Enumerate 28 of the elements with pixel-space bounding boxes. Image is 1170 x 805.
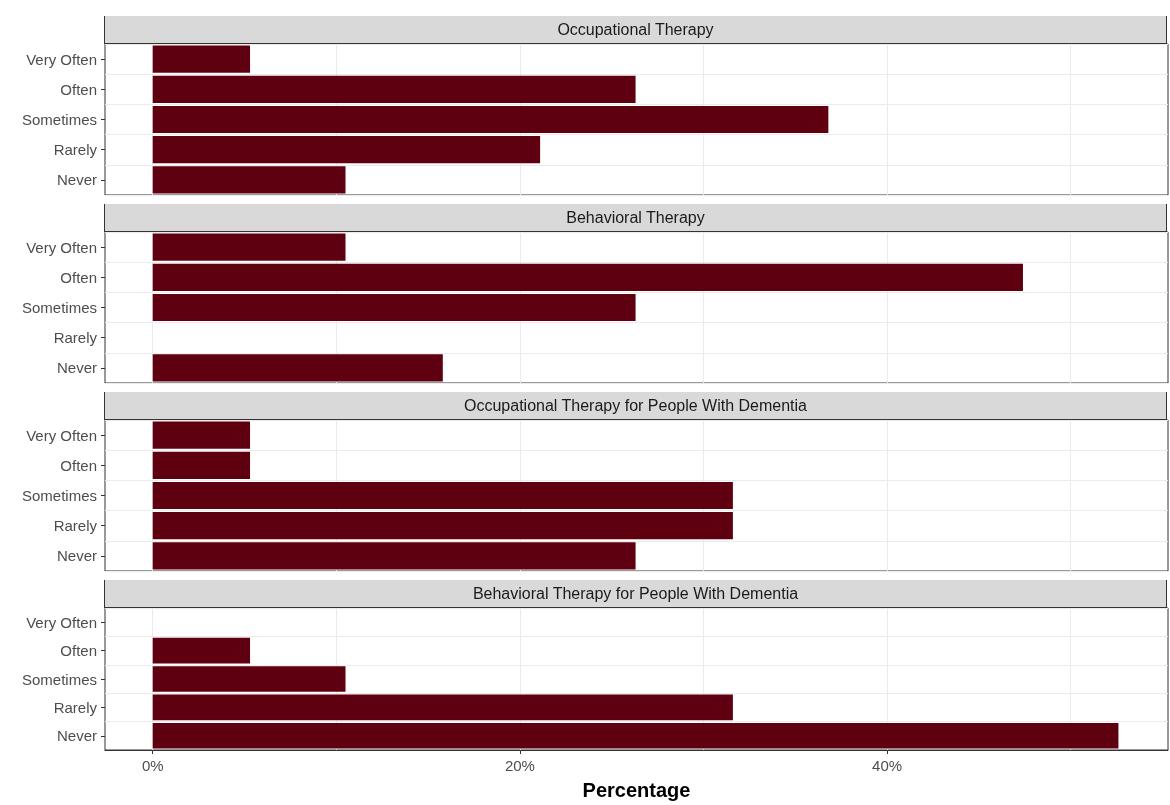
y-tick-label: Often [60, 642, 97, 660]
x-tick-label: 0% [141, 757, 164, 774]
y-tick-label: Never [56, 171, 97, 189]
y-tick-label: Never [56, 727, 97, 745]
y-tick-label: Never [56, 359, 97, 377]
chart-title: Occupational Therapy for People With Dementia [464, 397, 808, 414]
y-tick-label: Rarely [53, 698, 98, 716]
y-tick-label: Very Often [26, 426, 97, 444]
y-tick-label: Often [60, 268, 97, 286]
y-tick-label: Very Often [26, 238, 97, 256]
y-tick-label: Rarely [53, 329, 98, 347]
y-tick-label: Rarely [53, 141, 98, 159]
x-tick-label: 20% [504, 757, 535, 774]
y-tick-label: Sometimes [21, 111, 97, 128]
y-tick-label: Sometimes [21, 670, 97, 688]
y-tick-label: Very Often [26, 613, 97, 631]
y-tick-label: Never [56, 547, 97, 565]
chart-title: Behavioral Therapy for People With Dementia [472, 585, 799, 602]
x-tick-label: 40% [872, 757, 903, 774]
y-tick-label: Sometimes [21, 487, 97, 504]
y-tick-label: Sometimes [21, 299, 97, 316]
y-tick-label: Often [60, 80, 97, 98]
x-axis-title: Percentage [582, 779, 691, 801]
y-tick-label: Very Often [26, 50, 97, 68]
chart-title: Occupational Therapy [557, 21, 714, 38]
chart-title: Behavioral Therapy [566, 209, 705, 226]
y-tick-label: Rarely [53, 517, 98, 535]
y-tick-label: Often [60, 456, 97, 474]
